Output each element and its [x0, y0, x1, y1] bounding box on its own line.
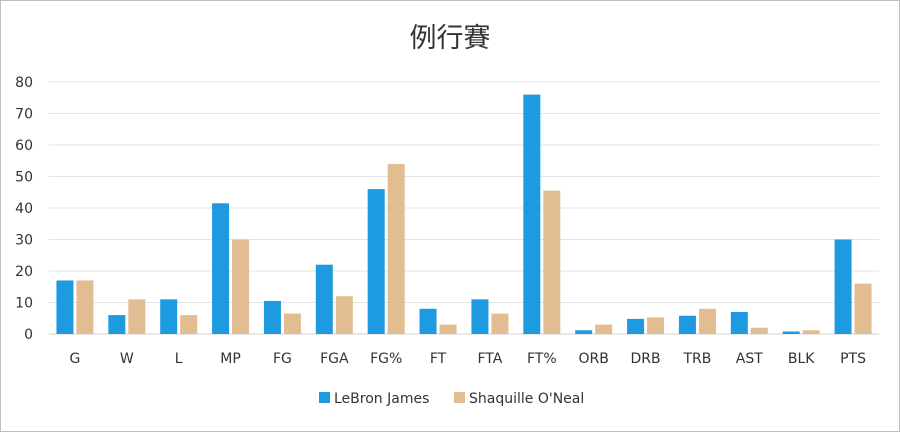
y-axis-ticks: 0 10 20 30 40 50 60 70 80 — [15, 75, 33, 343]
x-tick-label: ORB — [579, 351, 609, 367]
bars — [56, 94, 872, 334]
bar-series-2-mp — [232, 239, 250, 334]
x-tick-label: TRB — [682, 351, 711, 367]
x-tick-label: L — [175, 351, 183, 367]
y-tick-label: 60 — [15, 138, 33, 154]
bar-series-1-pts — [834, 239, 852, 334]
x-tick-label: FT — [430, 351, 447, 367]
legend: LeBron James Shaquille O'Neal — [319, 391, 584, 407]
bar-series-2-pts — [854, 283, 872, 334]
x-tick-label: AST — [736, 351, 763, 367]
bar-series-2-fg — [283, 313, 301, 334]
y-tick-label: 0 — [24, 327, 33, 343]
x-tick-label: DRB — [631, 351, 661, 367]
bar-series-1-l — [160, 299, 178, 334]
y-tick-label: 50 — [15, 170, 33, 186]
bar-series-1-ft — [419, 308, 437, 334]
x-tick-label: BLK — [788, 351, 815, 367]
x-tick-label: FT% — [527, 351, 557, 367]
bar-series-2-fta — [491, 313, 509, 334]
bar-series-2-ft — [439, 324, 457, 334]
bar-series-1-blk — [782, 331, 800, 334]
legend-label: LeBron James — [334, 391, 429, 407]
x-tick-label: MP — [220, 351, 241, 367]
legend-swatch — [319, 392, 330, 403]
x-tick-label: G — [70, 351, 81, 367]
bar-series-2-ast — [750, 327, 768, 334]
bar-series-1-mp — [212, 203, 230, 334]
gridlines — [49, 81, 879, 335]
bar-series-1-w — [108, 315, 126, 334]
bar-series-1-drb — [627, 318, 645, 334]
bar-series-1-fg-pct — [367, 189, 385, 334]
x-tick-label: PTS — [840, 351, 866, 367]
bar-series-2-drb — [647, 317, 665, 334]
legend-swatch — [454, 392, 465, 403]
y-tick-label: 30 — [15, 233, 33, 249]
bar-series-2-fg-pct — [387, 163, 405, 334]
legend-label: Shaquille O'Neal — [469, 391, 584, 407]
bar-series-2-g — [76, 280, 94, 334]
bar-series-1-orb — [575, 330, 593, 334]
bar-series-1-ft-pct — [523, 94, 541, 334]
y-tick-label: 80 — [15, 75, 33, 91]
x-tick-label: FG — [273, 351, 292, 367]
bar-series-1-fta — [471, 299, 489, 334]
x-tick-label: W — [120, 351, 134, 367]
bar-series-2-orb — [595, 324, 613, 334]
bar-series-2-w — [128, 299, 146, 334]
y-tick-label: 20 — [15, 264, 33, 280]
chart-title: 例行賽 — [410, 23, 491, 54]
bar-series-1-trb — [678, 315, 696, 334]
bar-series-2-blk — [802, 330, 820, 334]
y-tick-label: 10 — [15, 296, 33, 312]
x-tick-label: FG% — [370, 351, 402, 367]
bar-series-2-trb — [698, 308, 716, 334]
bar-series-2-l — [180, 315, 198, 334]
bar-series-2-fga — [335, 296, 353, 334]
x-tick-label: FGA — [320, 351, 349, 367]
y-tick-label: 40 — [15, 201, 33, 217]
bar-series-1-fga — [315, 264, 333, 334]
x-axis-ticks: G W L MP FG FGA FG% FT FTA FT% ORB DRB TRB AST BLK PTS — [70, 351, 867, 367]
x-tick-label: FTA — [478, 351, 503, 367]
bar-series-1-fg — [263, 300, 281, 334]
y-tick-label: 70 — [15, 107, 33, 123]
bar-series-2-ft-pct — [543, 190, 561, 334]
bar-series-1-g — [56, 280, 74, 334]
bar-series-1-ast — [730, 311, 748, 334]
